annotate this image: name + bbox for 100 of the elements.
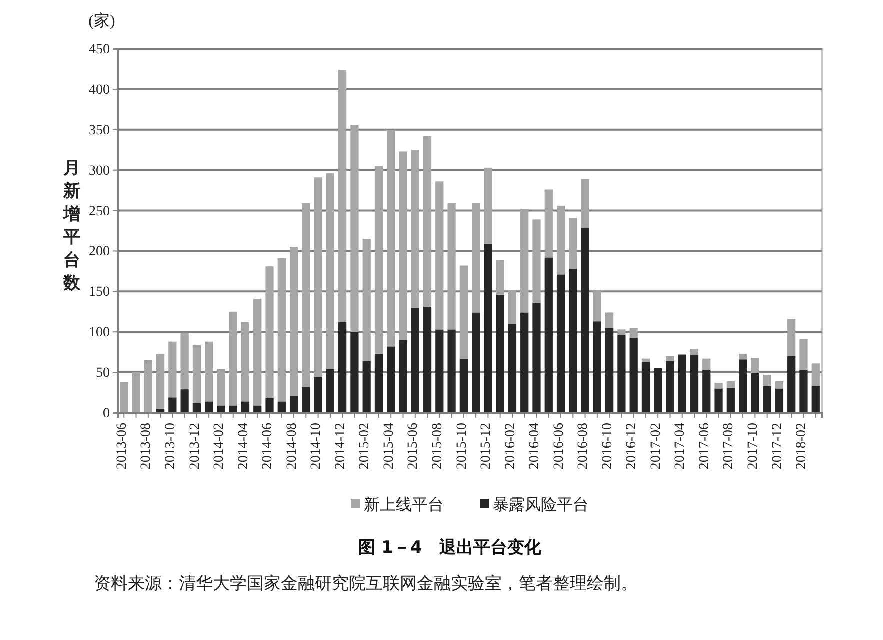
bar <box>726 381 735 388</box>
bar <box>180 390 189 413</box>
bar <box>666 356 674 362</box>
bar <box>714 383 723 389</box>
text: 图 1－4 退出平台变化 <box>358 538 542 558</box>
bar <box>605 312 614 328</box>
bar <box>581 179 590 228</box>
x-tick-label: 2014-02 <box>212 423 228 470</box>
y-tick-label: 400 <box>89 82 110 98</box>
x-tick-label: 2013-10 <box>163 423 178 470</box>
bar <box>812 386 820 413</box>
bar <box>205 402 214 413</box>
x-tick-label: 2014-06 <box>260 423 276 470</box>
bar <box>532 220 541 303</box>
bar <box>205 342 214 402</box>
y-tick-label: 150 <box>89 285 110 300</box>
bar <box>544 258 553 413</box>
bar <box>266 398 274 413</box>
y-axis-title: 月新增平台数 <box>62 158 82 294</box>
bar <box>532 302 541 413</box>
bar <box>496 260 504 295</box>
x-tick-label: 2015-10 <box>454 423 470 470</box>
bar <box>726 388 735 413</box>
bar <box>180 332 189 390</box>
bar <box>508 290 517 324</box>
bar <box>605 328 614 413</box>
bar <box>302 387 310 413</box>
bar <box>751 358 760 374</box>
x-tick-label: 2014-12 <box>333 423 348 470</box>
x-tick-label: 2015-04 <box>382 423 397 470</box>
bar <box>423 136 432 308</box>
bar <box>168 398 177 413</box>
x-tick-label: 2016-06 <box>552 423 567 470</box>
bar <box>338 70 347 322</box>
bar <box>800 339 808 370</box>
bar <box>266 266 274 398</box>
x-tick-label: 2015-08 <box>430 423 446 470</box>
bar <box>569 269 578 413</box>
bar <box>630 328 638 338</box>
bar <box>278 258 286 402</box>
bar <box>241 402 250 413</box>
y-tick-label: 100 <box>89 326 110 341</box>
bar <box>775 381 784 389</box>
text: 资料来源：清华大学国家金融研究院互联网金融实验室，笔者整理绘制。 <box>93 573 639 595</box>
bar <box>411 308 420 413</box>
bar <box>714 388 723 413</box>
bar <box>132 372 140 413</box>
bar <box>168 342 177 398</box>
bar <box>556 206 566 275</box>
bar <box>472 312 480 413</box>
y-tick-label: 0 <box>103 406 110 422</box>
bar <box>156 354 165 409</box>
bar <box>290 247 298 396</box>
x-tick-label: 2016-02 <box>503 423 518 470</box>
bar <box>508 324 517 413</box>
bar <box>326 174 335 370</box>
bar <box>460 358 468 413</box>
bar <box>302 204 310 388</box>
bar <box>326 369 335 413</box>
text: (家) <box>88 12 116 30</box>
bar <box>362 239 371 362</box>
bar <box>520 312 529 413</box>
bar <box>738 354 748 360</box>
bar <box>290 396 298 413</box>
bar <box>217 406 226 413</box>
bar <box>472 204 480 313</box>
x-tick-label: 2017-02 <box>648 423 664 470</box>
y-tick-label: 250 <box>89 204 110 220</box>
legend-label: 暴露风险平台 <box>493 495 589 514</box>
x-tick-label: 2016-04 <box>528 423 543 470</box>
x-tick-label: 2017-12 <box>770 423 786 470</box>
bar <box>654 368 662 413</box>
bar <box>556 274 566 413</box>
x-tick-label: 2018-02 <box>794 423 810 470</box>
legend-label: 新上线平台 <box>364 495 444 514</box>
bar <box>387 130 396 347</box>
bar <box>314 178 322 378</box>
bar <box>569 218 578 270</box>
x-tick-label: 2015-06 <box>406 423 422 470</box>
bar <box>812 364 820 386</box>
bar <box>690 354 699 413</box>
bar <box>350 332 359 413</box>
y-tick-label: 200 <box>89 244 110 260</box>
bar <box>544 190 553 258</box>
bar <box>338 322 347 413</box>
x-tick-label: 2014-04 <box>236 423 252 470</box>
y-tick-label: 300 <box>89 164 110 179</box>
x-tick-label: 2016-08 <box>576 423 592 470</box>
x-tick-label: 2015-12 <box>479 423 494 470</box>
bar <box>702 370 711 413</box>
bar <box>618 335 626 413</box>
bar <box>763 374 772 386</box>
x-tick-label: 2014-08 <box>284 423 300 470</box>
bar <box>678 354 686 413</box>
bar <box>241 322 250 402</box>
y-tick-label: 350 <box>89 123 110 138</box>
bar <box>484 168 492 244</box>
bar <box>411 150 420 308</box>
bar <box>362 361 371 413</box>
bar <box>496 294 504 413</box>
